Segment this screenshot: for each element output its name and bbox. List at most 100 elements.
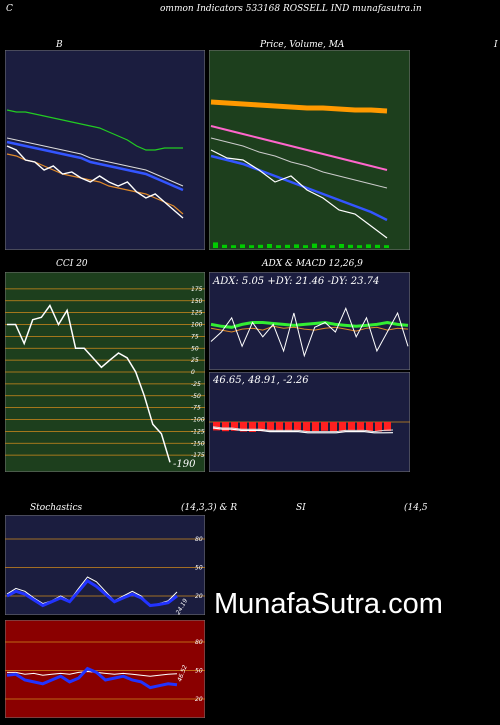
macd-hist-bar-19	[384, 422, 391, 432]
volume-bar-8	[285, 244, 290, 248]
rsi-tick-0: 80	[195, 639, 203, 646]
cci-tick-13: -150	[191, 440, 205, 447]
price-panel	[209, 50, 410, 250]
volume-bar-3	[240, 244, 245, 248]
macd-hist-bar-13	[330, 422, 337, 432]
bb-background	[5, 50, 205, 250]
volume-bar-10	[303, 245, 308, 248]
stoch-tick-0: 80	[195, 536, 203, 543]
rsi-background	[5, 620, 205, 718]
price-right-char: I	[494, 40, 498, 50]
macd-hist-bar-15	[348, 422, 355, 431]
volume-bar-11	[312, 243, 317, 248]
bb-series-2	[6, 140, 184, 192]
volume-bar-0	[213, 242, 218, 248]
price-series-0	[210, 99, 388, 114]
macd-panel	[209, 372, 410, 472]
volume-bar-12	[321, 244, 326, 248]
rsi-series-1	[6, 666, 178, 690]
rsi-label: SI	[296, 503, 306, 513]
price-label: Price, Volume, MA	[260, 40, 344, 50]
macd-hist-bar-5	[258, 422, 265, 432]
cci-tick-7: 0	[191, 369, 195, 376]
volume-bar-15	[348, 244, 353, 248]
bb-panel	[5, 50, 205, 250]
volume-bar-16	[357, 245, 362, 248]
rsi-params: (14,5	[404, 503, 428, 513]
macd-hist-bar-4	[249, 422, 256, 432]
cci-panel: 175 150 125 100 75 50 25 0 -25 -50 -75 -100 -125 -150…	[5, 272, 205, 472]
macd-hist-bar-3	[240, 422, 247, 432]
cci-tick-4: 75	[191, 333, 199, 340]
stoch-params: (14,3,3) & R	[181, 503, 238, 513]
adx-title: ADX & MACD 12,26,9	[262, 259, 363, 269]
adx-series-2	[210, 306, 409, 358]
cci-tick-6: 25	[191, 357, 199, 364]
volume-bar-1	[222, 244, 227, 248]
cci-label: CCI 20	[56, 259, 88, 269]
macd-readout: 46.65, 48.91, -2.26	[213, 375, 309, 386]
macd-line-series-1	[212, 426, 394, 433]
volume-bar-5	[258, 244, 263, 248]
macd-hist-bar-12	[321, 422, 328, 431]
cci-last-value: -190	[173, 459, 196, 470]
volume-bar-9	[294, 244, 299, 248]
volume-bar-17	[366, 244, 371, 248]
macd-hist-bar-0	[213, 422, 220, 431]
macd-hist-bar-7	[276, 422, 283, 432]
macd-hist-bar-8	[285, 422, 292, 432]
bb-series-0	[6, 109, 183, 151]
cci-series-0	[7, 304, 171, 463]
bb-label: B	[56, 40, 63, 50]
cci-tick-8: -25	[191, 381, 201, 388]
watermark: MunafaSutra.com	[214, 588, 443, 620]
price-label-a: Price,	[260, 40, 287, 50]
chart-title: ommon Indicators 533168 ROSSELL IND muna…	[160, 4, 422, 14]
volume-bar-19	[384, 245, 389, 248]
rsi-tick-1: 50	[195, 668, 203, 675]
cci-tick-3: 100	[191, 322, 203, 329]
cci-tick-14: -175	[191, 452, 205, 459]
stoch-series-1	[6, 578, 178, 608]
macd-hist-bar-16	[357, 422, 364, 432]
macd-hist-bar-9	[294, 422, 301, 431]
stoch-tick-1: 50	[195, 565, 203, 572]
price-series-3	[210, 154, 388, 222]
macd-hist-bar-14	[339, 422, 346, 432]
volume-bar-18	[375, 244, 380, 248]
adx-series-0	[210, 320, 409, 329]
cci-tick-1: 150	[191, 298, 203, 305]
cci-tick-10: -75	[191, 405, 201, 412]
price-series-1	[210, 125, 388, 171]
volume-bar-6	[267, 244, 272, 248]
header-left-char: C	[6, 4, 13, 14]
cci-tick-11: -100	[191, 417, 205, 424]
stoch-label: Stochastics	[30, 503, 83, 513]
adx-readout: ADX: 5.05 +DY: 21.46 -DY: 23.74	[213, 276, 380, 287]
adx-panel	[209, 272, 410, 370]
rsi-tick-2: 20	[195, 696, 203, 703]
volume-bar-14	[339, 244, 344, 248]
cci-tick-9: -50	[191, 393, 201, 400]
bb-series-4	[6, 145, 184, 219]
cci-tick-5: 50	[191, 345, 199, 352]
volume-bar-4	[249, 245, 254, 248]
volume-bar-7	[276, 245, 281, 248]
cci-tick-2: 125	[191, 310, 203, 317]
macd-hist-bar-11	[312, 422, 319, 432]
bb-series-1	[6, 137, 184, 187]
macd-hist-bar-17	[366, 422, 373, 432]
price-label-c: MA	[328, 40, 345, 50]
macd-hist-bar-2	[231, 422, 238, 431]
macd-hist-bar-1	[222, 422, 229, 432]
volume-bar-13	[330, 245, 335, 248]
adx-background	[209, 272, 410, 370]
macd-hist-bar-18	[375, 422, 382, 432]
macd-hist-bar-10	[303, 422, 310, 432]
volume-bar-2	[231, 245, 236, 248]
price-series-4	[210, 149, 388, 239]
macd-hist-bar-6	[267, 422, 274, 431]
cci-tick-12: -125	[191, 428, 205, 435]
